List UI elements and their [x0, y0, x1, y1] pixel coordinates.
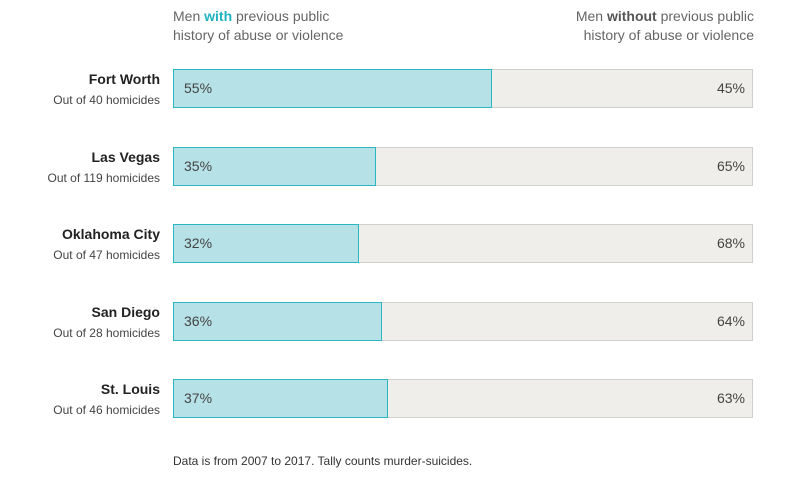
legend-without-emphasis: without: [606, 8, 657, 24]
legend-with-emphasis: with: [204, 8, 233, 24]
value-label-without: 65%: [716, 157, 745, 174]
value-label-with: 55%: [184, 80, 213, 96]
legend-with-line1: Men with previous public: [173, 7, 393, 26]
bar-track-without: 32% 68%: [173, 224, 753, 263]
bar-with: [173, 69, 492, 108]
homicide-count: Out of 46 homicides: [53, 403, 160, 417]
legend-with-rest: previous public: [232, 8, 330, 24]
value-label-with: 36%: [184, 312, 213, 329]
value-label-with: 32%: [184, 235, 213, 251]
homicide-count: Out of 28 homicides: [53, 325, 160, 340]
legend-without-line1: Men without previous public: [534, 7, 754, 26]
bar-track-without: 37% 63%: [173, 379, 753, 418]
bar-with: [173, 301, 382, 341]
legend-with: Men with previous public history of abus…: [173, 7, 393, 45]
row-label: St. Louis Out of 46 homicides: [0, 381, 160, 417]
legend-with-line2: history of abuse or violence: [173, 27, 344, 43]
bar-track-without: 35% 65%: [173, 146, 753, 186]
row-label: San Diego Out of 28 homicides: [0, 304, 160, 340]
value-label-without: 64%: [716, 312, 745, 329]
footnote: Data is from 2007 to 2017. Tally counts …: [173, 454, 473, 468]
city-name: Las Vegas: [91, 148, 161, 165]
homicide-count: Out of 119 homicides: [47, 170, 160, 185]
row-label: Oklahoma City Out of 47 homicides: [0, 226, 160, 262]
value-label-with: 35%: [184, 157, 213, 174]
value-label-without: 45%: [716, 80, 745, 96]
city-name: Fort Worth: [88, 71, 160, 87]
legend-without: Men without previous public history of a…: [534, 7, 754, 45]
legend-without-line2: history of abuse or violence: [583, 27, 754, 43]
value-label-without: 68%: [716, 235, 745, 251]
row-label: Las Vegas Out of 119 homicides: [0, 149, 160, 185]
bar-with: [173, 224, 359, 263]
city-name: Oklahoma City: [61, 226, 160, 242]
value-label-with: 37%: [184, 390, 213, 406]
legend-without-rest: previous public: [656, 8, 754, 24]
row-label: Fort Worth Out of 40 homicides: [0, 71, 160, 107]
legend-without-prefix: Men: [575, 8, 607, 24]
value-label-without: 63%: [716, 390, 745, 406]
bar-track-without: 55% 45%: [173, 69, 753, 108]
legend-with-prefix: Men: [173, 8, 205, 24]
city-name: San Diego: [91, 303, 160, 320]
bar-with: [173, 379, 388, 418]
homicide-count: Out of 40 homicides: [53, 93, 160, 107]
bar-track-without: 36% 64%: [173, 301, 753, 341]
city-name: St. Louis: [100, 381, 160, 397]
bar-with: [173, 146, 376, 186]
homicide-count: Out of 47 homicides: [53, 248, 160, 262]
